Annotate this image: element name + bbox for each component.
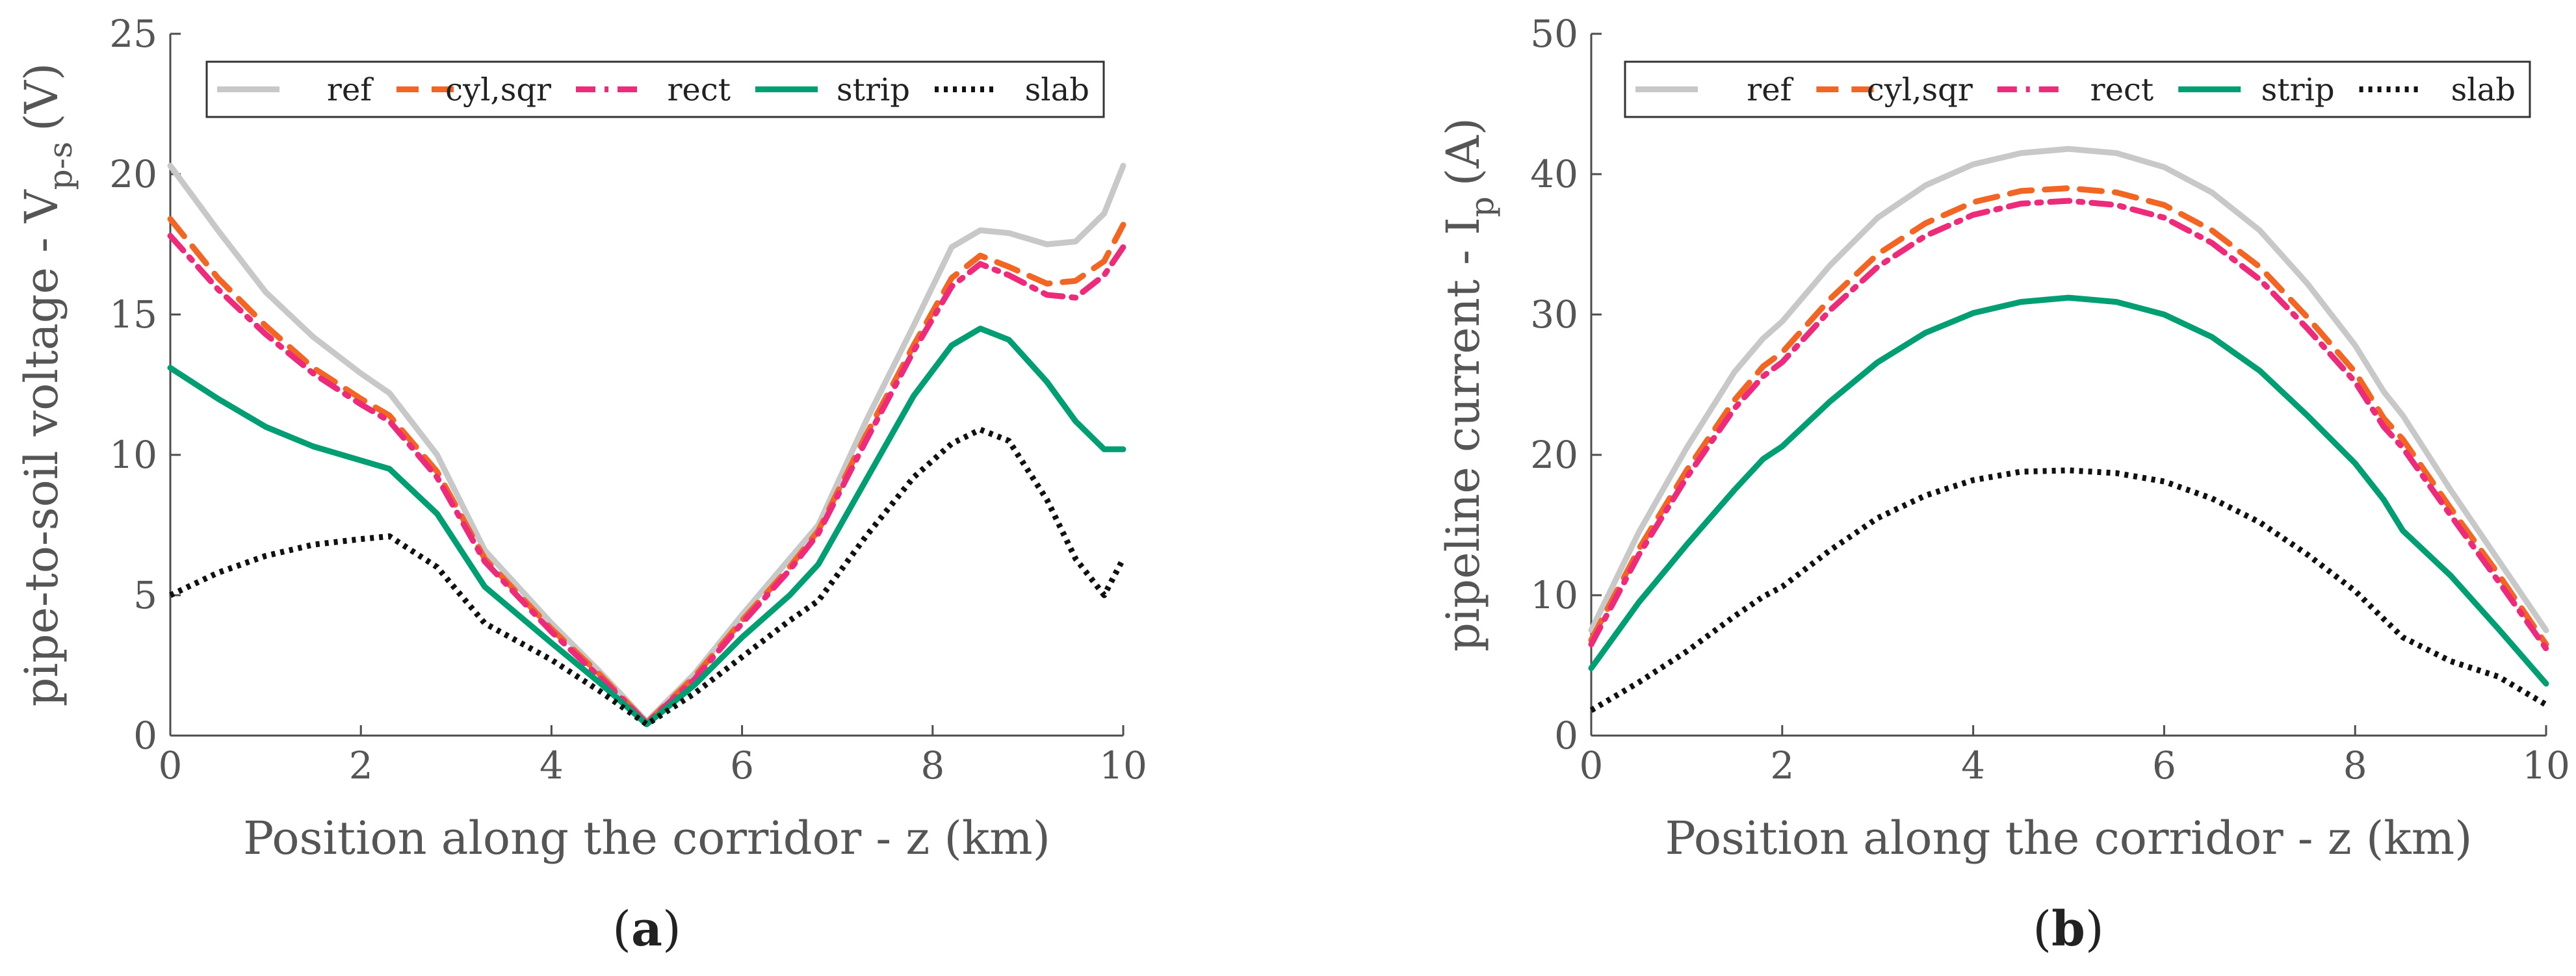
- x-tick-label: 0: [159, 743, 183, 788]
- x-tick-label: 2: [1770, 743, 1794, 788]
- panel-label: (b): [2033, 901, 2104, 957]
- y-axis-title: pipeline current - Ip (A): [1437, 118, 1501, 652]
- x-tick-label: 6: [730, 743, 754, 788]
- panel-label-letter: b: [2051, 901, 2085, 957]
- series-line-slab: [1589, 467, 2548, 713]
- x-tick-label: 0: [1580, 743, 1604, 788]
- legend-label: strip: [2261, 72, 2335, 109]
- y-axis-title-unit: (V): [15, 63, 68, 131]
- x-tick-label: 10: [1099, 743, 1147, 788]
- y-tick-label: 0: [1554, 713, 1578, 758]
- y-tick-label: 5: [133, 573, 157, 617]
- legend-label: ref: [1747, 72, 1793, 109]
- y-axis-title-main: pipeline current - I: [1437, 217, 1490, 652]
- y-tick-label: 25: [109, 12, 157, 56]
- series-line-rect: [167, 233, 1126, 726]
- y-tick-label: 40: [1530, 152, 1578, 196]
- legend-label: rect: [2090, 72, 2154, 109]
- x-tick-label: 8: [920, 743, 944, 788]
- legend-label: ref: [327, 72, 374, 109]
- x-axis-title: Position along the corridor - z (km): [1665, 812, 2473, 865]
- y-tick-label: 0: [133, 713, 157, 758]
- x-axis-title: Position along the corridor - z (km): [243, 812, 1050, 865]
- y-tick-label: 30: [1530, 292, 1578, 337]
- panel-label-letter: a: [631, 901, 662, 957]
- x-tick-label: 6: [2152, 743, 2176, 788]
- legend-label: strip: [837, 72, 910, 109]
- legend-label: slab: [1025, 72, 1089, 109]
- x-tick-label: 8: [2343, 743, 2367, 788]
- y-tick-label: 20: [109, 152, 157, 196]
- y-axis-title-subscript: p-s: [42, 142, 79, 190]
- y-axis-title-subscript: p: [1463, 196, 1501, 217]
- legend: ref cyl,sqr rect strip slab: [205, 60, 1105, 118]
- x-tick-label: 4: [540, 743, 564, 788]
- panel-label-open: (: [612, 901, 631, 957]
- legend-label: rect: [667, 72, 731, 109]
- legend-label: cyl,sqr: [1867, 72, 1973, 109]
- legend-label: cyl,sqr: [445, 72, 551, 109]
- panel-label-open: (: [2033, 901, 2051, 957]
- y-tick-label: 15: [109, 292, 157, 337]
- panel-label-close: ): [2085, 901, 2104, 957]
- x-tick-label: 2: [349, 743, 373, 788]
- series-line-rect: [1588, 198, 2549, 652]
- y-axis-title-main: pipe-to-soil voltage - V: [15, 189, 68, 706]
- x-tick-label: 10: [2522, 743, 2570, 788]
- series-line-ref: [1588, 146, 2549, 634]
- x-tick-label: 4: [1961, 743, 1985, 788]
- y-tick-label: 10: [109, 433, 157, 477]
- legend: ref cyl,sqr rect strip slab: [1624, 60, 2531, 118]
- panel-label: (a): [612, 901, 681, 957]
- series-line-strip: [1588, 294, 2549, 687]
- chart-panel-b: 0 2 4 6 8 10 0 10 20 30 40 50 ref cyl,sqr rect strip sla…: [1437, 12, 2570, 957]
- series-line-cyl-sqr: [1588, 185, 2549, 648]
- series-line-slab: [169, 426, 1126, 728]
- series-line-strip: [167, 326, 1126, 728]
- y-axis-title: pipe-to-soil voltage - Vp-s (V): [15, 63, 79, 707]
- chart-panel-a: 0 2 4 6 8 10 0 5 10 15 20 25 ref cyl,sqr rect strip slab…: [15, 12, 1147, 957]
- y-axis-title-unit: (A): [1437, 118, 1490, 186]
- series-line-cyl-sqr: [167, 216, 1126, 726]
- y-tick-label: 20: [1530, 433, 1578, 477]
- y-tick-label: 50: [1530, 12, 1578, 56]
- legend-label: slab: [2451, 72, 2516, 109]
- panel-label-close: ): [662, 901, 681, 957]
- y-tick-label: 10: [1530, 573, 1578, 617]
